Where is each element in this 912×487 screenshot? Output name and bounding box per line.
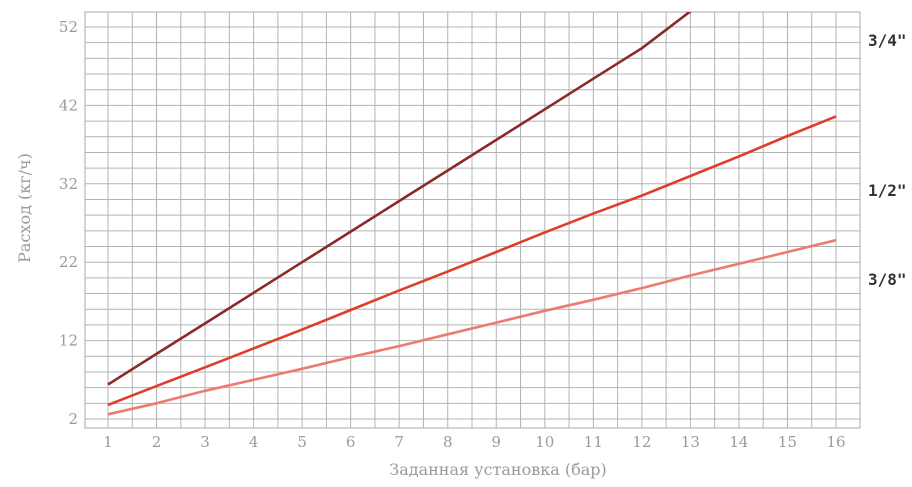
y-tick-label: 42 (59, 96, 78, 114)
grid-layer (84, 11, 861, 429)
y-axis-title: Расход (кг/ч) (15, 153, 34, 263)
series-layer (107, 12, 837, 416)
series-label-2: 1/2" (868, 181, 907, 200)
x-tick-label: 3 (200, 433, 210, 451)
x-tick-label: 11 (584, 433, 603, 451)
series-line-3 (107, 238, 837, 416)
y-tick-label: 52 (59, 18, 78, 36)
x-tick-label: 5 (297, 433, 307, 451)
y-tick-label: 32 (59, 175, 78, 193)
x-tick-label: 15 (778, 433, 797, 451)
x-tick-label: 2 (152, 433, 162, 451)
x-tick-label: 6 (346, 433, 356, 451)
x-tick-label: 12 (632, 433, 651, 451)
series-label-1: 3/4" (868, 31, 907, 50)
series-line-2 (107, 115, 837, 407)
x-axis-title: Заданная установка (бар) (389, 460, 607, 479)
x-tick-label: 14 (729, 433, 748, 451)
series-line-1 (107, 12, 692, 386)
x-tick-label: 13 (681, 433, 700, 451)
label-layer: 3/4" 1/2" 3/8" (868, 31, 907, 289)
x-tick-label: 7 (394, 433, 404, 451)
x-tick-label: 9 (491, 433, 501, 451)
y-tick-label: 2 (68, 410, 78, 428)
x-tick-label: 4 (249, 433, 259, 451)
y-tick-label: 12 (59, 332, 78, 350)
x-tick-label: 8 (443, 433, 453, 451)
series-label-3: 3/8" (868, 270, 907, 289)
x-tick-label: 16 (826, 433, 845, 451)
x-tick-label: 10 (535, 433, 554, 451)
y-tick-label: 22 (59, 253, 78, 271)
x-tick-label: 1 (103, 433, 113, 451)
